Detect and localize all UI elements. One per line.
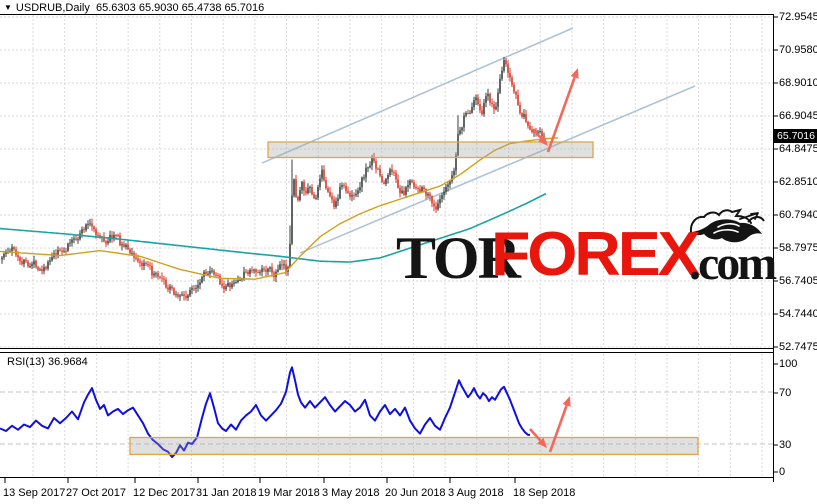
rsi-tick-label: 30 [779,439,792,451]
moving-averages [0,137,559,280]
date-label: 12 Dec 2017 [133,487,196,499]
price-tick-label: 52.7475 [779,341,817,353]
symbol-name: USDRUB,Daily [15,2,90,14]
price-tick-label: 70.9580 [779,44,817,56]
price-tick-label: 60.7940 [779,209,817,221]
rsi-tick-label: 0 [779,466,786,478]
logo-com: .com [689,237,777,290]
price-tick-label: 72.9545 [779,11,817,23]
date-label: 3 Aug 2018 [448,487,504,499]
date-label: 27 Oct 2017 [66,487,126,499]
price-tick-label: 64.8475 [779,143,817,155]
price-tick-label: 62.8510 [779,176,817,188]
ohlc-open: 65.6303 [96,2,136,14]
logo-forex: FOREX [491,220,701,289]
bull-bear-icon [689,208,765,243]
date-label: 19 Mar 2018 [258,487,320,499]
forecast-arrows [529,68,579,453]
price-tick-label: 68.9010 [779,77,817,89]
logo-tor: TOR [396,225,521,291]
price-tick-label: 58.7975 [779,242,817,254]
dropdown-arrow-icon[interactable]: ▼ [4,3,12,12]
last-price-tag: 65.7016 [774,129,817,143]
candles-layer [1,56,545,302]
ohlc-close: 65.7016 [224,2,265,14]
price-tick-label: 54.7440 [779,308,817,320]
support-zone [267,141,594,159]
rsi-line-layer [0,366,530,458]
symbol-info: ▼ USDRUB,Daily 65.6303 65.9030 65.4738 65… [4,2,264,14]
rsi-tick-label: 100 [779,358,798,370]
ohlc-high: 65.9030 [138,2,179,14]
date-label: 18 Sep 2018 [513,487,576,499]
rsi-indicator-label: RSI(13) 36.9684 [7,356,88,368]
price-tick-label: 66.9045 [779,110,817,122]
price-tick-label: 56.7405 [779,275,817,287]
rsi-tick-label: 70 [779,387,792,399]
date-label: 31 Jan 2018 [196,487,257,499]
date-label: 3 May 2018 [322,487,380,499]
date-label: 13 Sep 2017 [3,487,66,499]
panel-borders [0,14,778,483]
logo-watermark: TOR FOREX .com [396,208,777,291]
trend-channel [261,27,696,254]
rsi-zone [129,436,699,456]
ohlc-low: 65.4738 [181,2,222,14]
grid-layer [0,15,773,476]
date-label: 20 Jun 2018 [385,487,446,499]
